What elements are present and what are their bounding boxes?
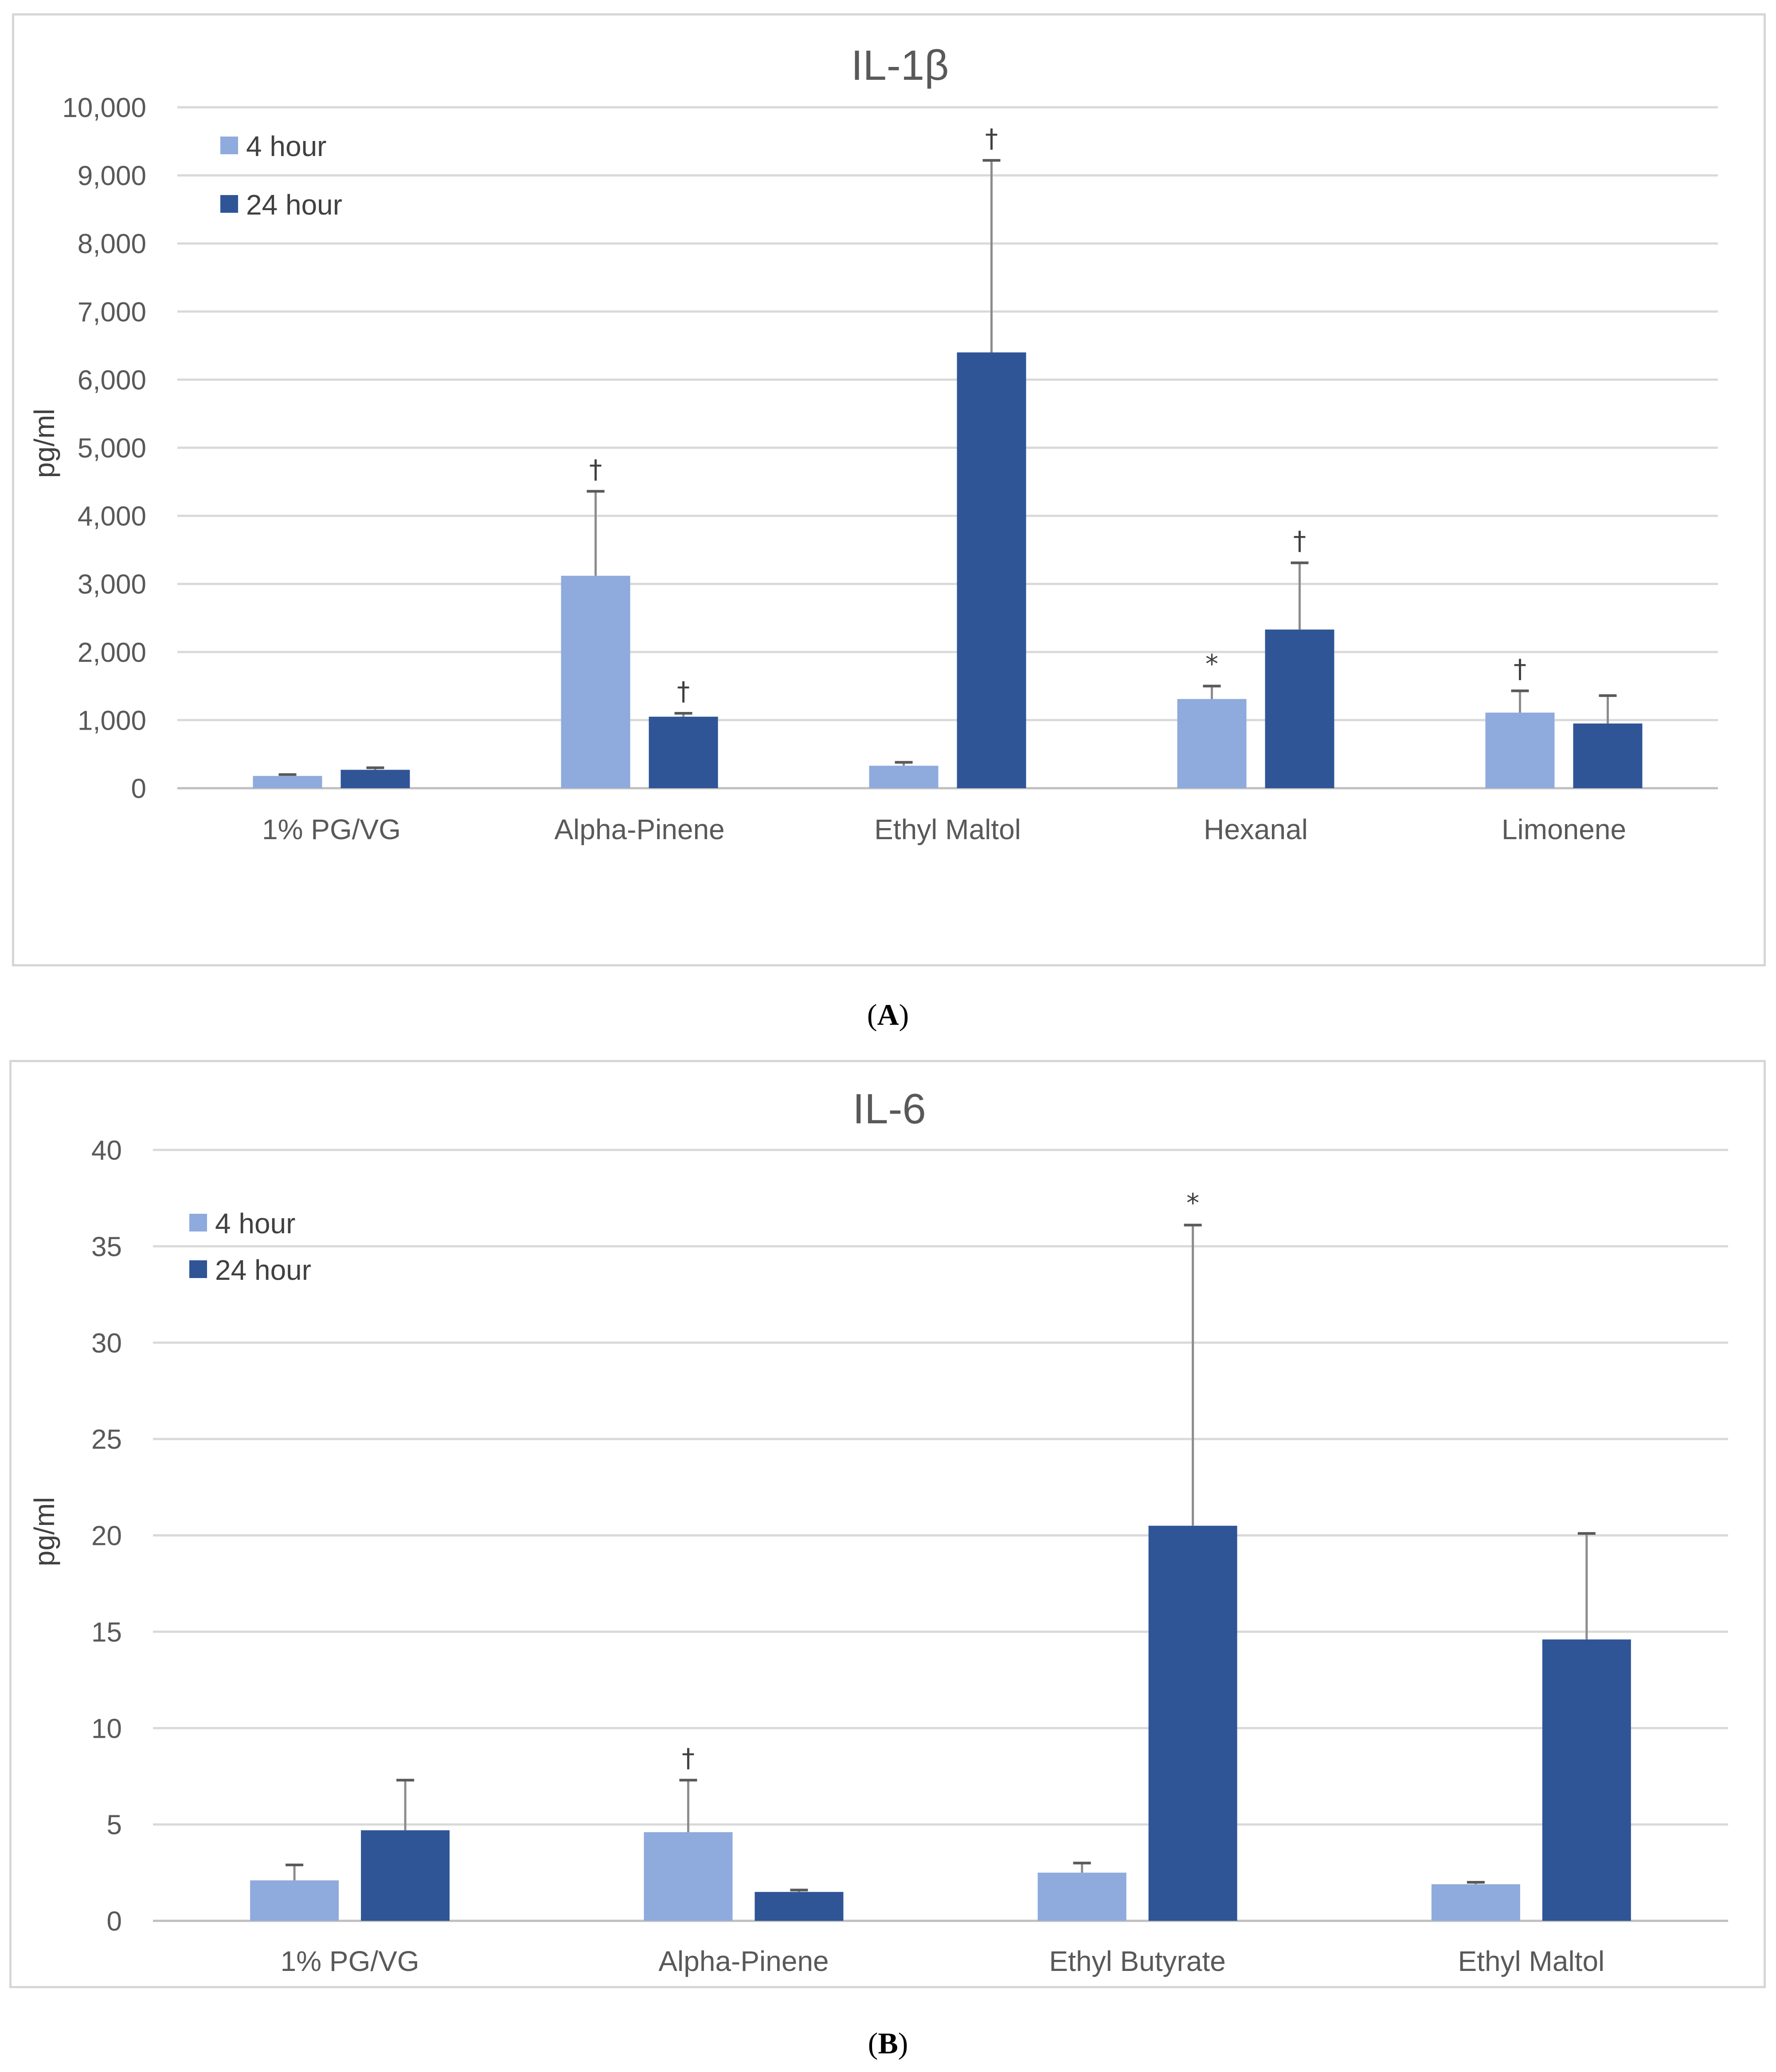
chart-a-category-label: Ethyl Maltol <box>874 813 1021 845</box>
chart-a-significance-marker: † <box>1514 653 1526 684</box>
chart-a-bar-24h <box>649 716 718 788</box>
chart-b-bar-4h <box>1037 1873 1127 1921</box>
chart-a-bar-4h <box>1485 712 1555 788</box>
chart-a-y-tick-label: 5,000 <box>78 433 146 464</box>
chart-b-category-label: Ethyl Maltol <box>1458 1945 1604 1977</box>
chart-a-legend-label-24h: 24 hour <box>246 189 342 221</box>
chart-a-bar-4h <box>253 776 322 788</box>
chart-a-title: IL-1β <box>851 42 949 89</box>
chart-a-y-tick-label: 6,000 <box>78 365 146 395</box>
chart-b-significance-marker: † <box>682 1743 695 1773</box>
chart-a-bar-24h <box>1573 723 1643 788</box>
chart-a-significance-marker: † <box>677 676 690 706</box>
caption-a-letter: A <box>877 998 899 1032</box>
chart-b-category-label: Ethyl Butyrate <box>1049 1945 1225 1977</box>
chart-a-bar-24h <box>1265 629 1334 788</box>
chart-a-y-tick-label: 10,000 <box>62 93 146 123</box>
chart-b-marks: 0 5 10 15 20 25 30 35 40 1% PG/VG Alpha-Pinene † Eth… <box>91 1135 1728 1977</box>
chart-a-category-label: 1% PG/VG <box>262 813 401 845</box>
chart-a-significance-marker: † <box>985 123 998 153</box>
chart-b-legend-label-4h: 4 hour <box>215 1208 295 1239</box>
chart-b-bar-24h <box>1148 1525 1237 1921</box>
chart-b-legend-swatch-4h <box>189 1214 207 1231</box>
chart-b-y-tick-label: 20 <box>91 1521 122 1552</box>
chart-a-category-label: Alpha-Pinene <box>554 813 724 845</box>
caption-b-letter: B <box>878 2026 898 2060</box>
chart-b-legend-label-24h: 24 hour <box>215 1254 311 1286</box>
chart-a-significance-marker: * <box>1205 649 1218 679</box>
chart-b-bar-4h <box>1431 1884 1520 1921</box>
caption-a: (A) <box>867 998 909 1032</box>
chart-a-legend-swatch-4h <box>220 137 238 154</box>
chart-a-bar-4h <box>869 766 939 788</box>
chart-a-category-label: Limonene <box>1502 813 1626 845</box>
chart-a-y-tick-label: 1,000 <box>78 705 146 736</box>
chart-b-category-label: Alpha-Pinene <box>658 1945 829 1977</box>
chart-panel-a <box>12 13 1766 966</box>
chart-a-y-tick-label: 7,000 <box>78 297 146 328</box>
chart-a-y-tick-label: 0 <box>131 774 146 804</box>
chart-b-y-tick-label: 40 <box>91 1135 122 1166</box>
chart-a-bar-24h <box>957 352 1026 788</box>
chart-b-y-tick-label: 25 <box>91 1424 122 1455</box>
chart-a-y-tick-label: 9,000 <box>78 161 146 192</box>
chart-a-y-tick-label: 2,000 <box>78 637 146 668</box>
chart-b-y-tick-label: 15 <box>91 1617 122 1648</box>
chart-a-significance-marker: † <box>589 454 602 484</box>
chart-b-y-axis-label: pg/ml <box>28 1497 60 1567</box>
chart-a-bar-4h <box>561 575 630 788</box>
chart-a-significance-marker: † <box>1293 526 1306 556</box>
chart-b-category-label: 1% PG/VG <box>281 1945 419 1977</box>
chart-b-y-tick-label: 35 <box>91 1231 122 1262</box>
chart-b-y-tick-label: 30 <box>91 1328 122 1359</box>
chart-b-bar-4h <box>644 1832 733 1921</box>
chart-b-title: IL-6 <box>853 1085 926 1133</box>
chart-panel-b <box>9 1060 1766 1988</box>
caption-b: (B) <box>868 2026 908 2060</box>
chart-b-y-tick-label: 0 <box>107 1906 122 1937</box>
chart-b-y-tick-label: 10 <box>91 1713 122 1744</box>
chart-b-bar-24h <box>755 1892 844 1921</box>
chart-b-legend-swatch-24h <box>189 1260 207 1278</box>
chart-a-bar-24h <box>340 770 410 788</box>
chart-a-bar-4h <box>1177 699 1247 788</box>
chart-b-bar-24h <box>361 1830 450 1921</box>
chart-a-category-label: Hexanal <box>1204 813 1308 845</box>
chart-a-legend-label-4h: 4 hour <box>246 130 326 162</box>
chart-b-bar-24h <box>1542 1639 1631 1921</box>
chart-a-y-tick-label: 3,000 <box>78 569 146 600</box>
chart-a-y-tick-label: 4,000 <box>78 501 146 532</box>
chart-a-legend-swatch-24h <box>220 195 238 213</box>
chart-a-y-tick-label: 8,000 <box>78 229 146 259</box>
chart-a-marks: 0 1,000 2,000 3,000 4,000 5,000 6,000 7,000 8,00… <box>62 93 1718 845</box>
chart-b-y-tick-label: 5 <box>107 1810 122 1841</box>
chart-b-bar-4h <box>250 1880 339 1921</box>
chart-a-y-axis-label: pg/ml <box>28 409 60 478</box>
chart-b-significance-marker: * <box>1186 1188 1199 1218</box>
